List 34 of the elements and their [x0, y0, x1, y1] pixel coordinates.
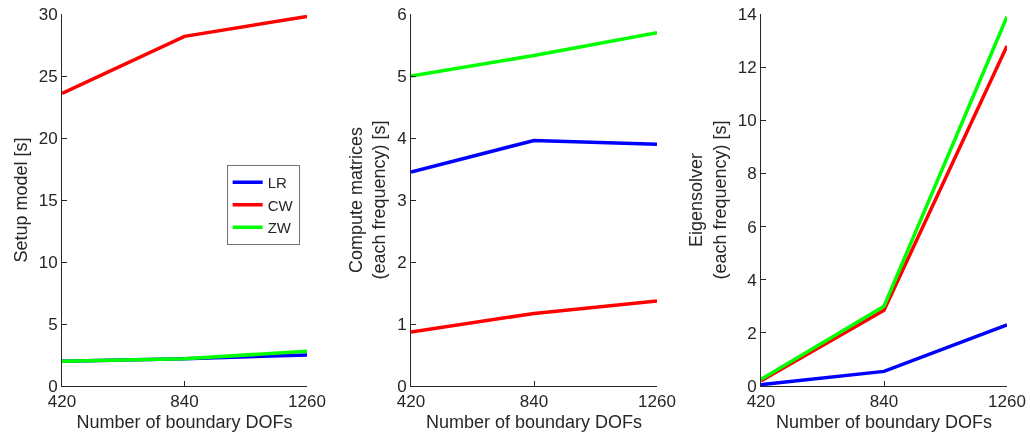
x-axis-title: Number of boundary DOFs	[425, 411, 643, 432]
x-tick-label: 1260	[638, 392, 676, 412]
legend-label: LR	[267, 174, 287, 192]
y-tick-label: 30	[38, 4, 58, 24]
y-tick-label: 20	[38, 128, 58, 148]
y-tick-label: 8	[747, 164, 757, 184]
y-tick-label: 1	[397, 314, 407, 334]
legend-label: CW	[267, 196, 294, 214]
y-tick-label: 2	[397, 252, 407, 272]
y-tick-label: 4	[747, 270, 757, 290]
y-tick-label: 5	[48, 314, 58, 334]
x-axis-title: Number of boundary DOFs	[76, 411, 293, 432]
y-tick-label: 6	[397, 4, 407, 24]
y-tick-label: 25	[38, 66, 58, 86]
y-tick-label: 10	[737, 111, 757, 131]
y-tick-label: 15	[38, 190, 58, 210]
y-tick-label: 2	[747, 323, 757, 343]
x-tick-label: 1260	[288, 392, 326, 412]
y-axis-title: Eigensolver (each frequency) [s]	[686, 120, 730, 280]
x-axis-title: Number of boundary DOFs	[775, 411, 993, 432]
y-axis-title: Compute matrices (each frequency) [s]	[345, 120, 390, 280]
x-tick-label: 1260	[988, 392, 1026, 412]
y-tick-label: 5	[397, 66, 407, 86]
y-tick-label: 3	[397, 190, 407, 210]
y-tick-label: 14	[737, 4, 757, 24]
x-tick-label: 840	[519, 392, 549, 412]
y-tick-label: 12	[737, 58, 757, 78]
y-tick-label: 4	[397, 128, 407, 148]
y-tick-label: 6	[747, 217, 757, 237]
y-axis-title: Setup model [s]	[10, 137, 31, 263]
x-tick-label: 840	[170, 392, 199, 412]
x-tick-label: 840	[869, 392, 899, 412]
legend-label: ZW	[267, 219, 292, 237]
y-tick-label: 10	[38, 252, 58, 272]
